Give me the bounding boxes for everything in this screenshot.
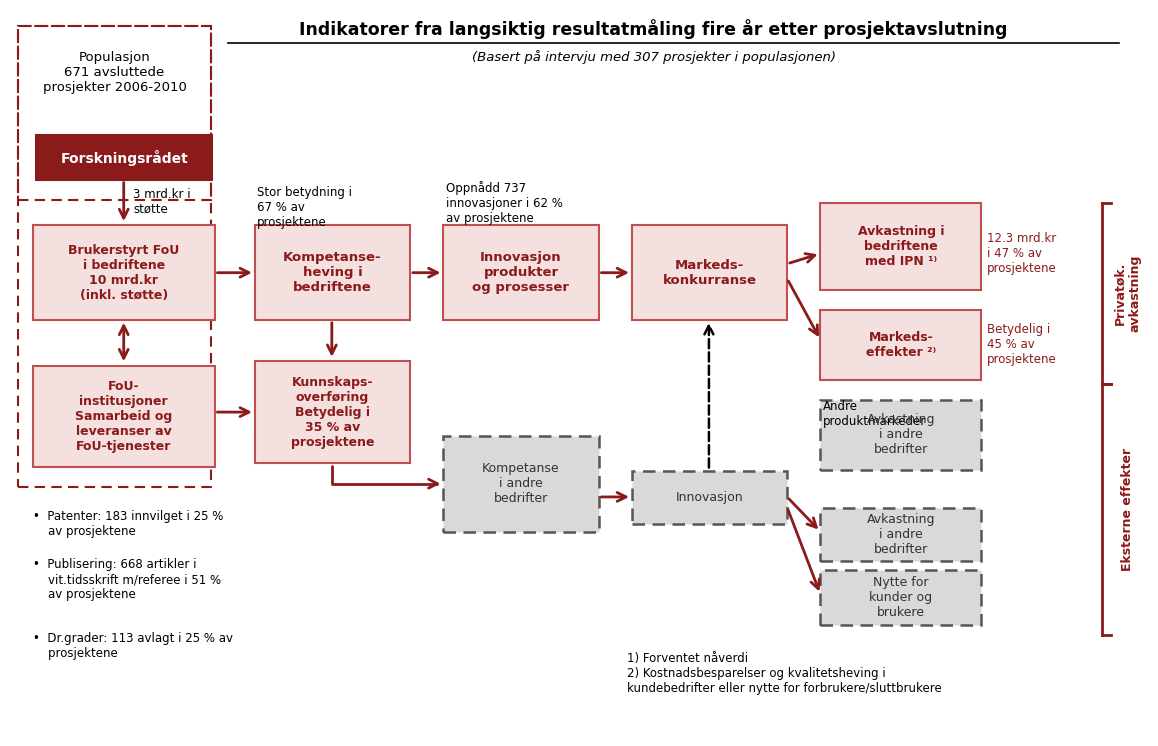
Text: Avkastning i
bedriftene
med IPN ¹⁾: Avkastning i bedriftene med IPN ¹⁾ [858, 225, 944, 269]
FancyBboxPatch shape [820, 508, 981, 561]
Text: Avkastning
i andre
bedrifter: Avkastning i andre bedrifter [866, 413, 936, 457]
Text: •  Dr.grader: 113 avlagt i 25 % av
    prosjektene: • Dr.grader: 113 avlagt i 25 % av prosje… [32, 632, 233, 660]
FancyBboxPatch shape [36, 136, 212, 180]
FancyBboxPatch shape [820, 570, 981, 625]
Text: 12.3 mrd.kr
i 47 % av
prosjektene: 12.3 mrd.kr i 47 % av prosjektene [987, 232, 1057, 275]
Text: Kompetanse
i andre
bedrifter: Kompetanse i andre bedrifter [482, 463, 559, 505]
Text: Kunnskaps-
overføring
Betydelig i
35 % av
prosjektene: Kunnskaps- overføring Betydelig i 35 % a… [291, 375, 374, 448]
Text: Stor betydning i
67 % av
prosjektene: Stor betydning i 67 % av prosjektene [257, 186, 352, 228]
Text: Innovasjon
produkter
og prosesser: Innovasjon produkter og prosesser [472, 251, 570, 294]
Text: Eksterne effekter: Eksterne effekter [1121, 448, 1134, 571]
Text: Indikatorer fra langsiktig resultatmåling fire år etter prosjektavslutning: Indikatorer fra langsiktig resultatmålin… [300, 19, 1007, 39]
Text: Avkastning
i andre
bedrifter: Avkastning i andre bedrifter [866, 513, 936, 556]
Text: •  Publisering: 668 artikler i
    vit.tidsskrift m/referee i 51 %
    av prosje: • Publisering: 668 artikler i vit.tidssk… [32, 558, 221, 601]
FancyBboxPatch shape [632, 471, 787, 524]
Text: (Basert på intervju med 307 prosjekter i populasjonen): (Basert på intervju med 307 prosjekter i… [471, 50, 836, 64]
Text: 3 mrd.kr i
støtte: 3 mrd.kr i støtte [133, 188, 191, 216]
Text: Markeds-
effekter ²⁾: Markeds- effekter ²⁾ [866, 331, 936, 360]
Text: Betydelig i
45 % av
prosjektene: Betydelig i 45 % av prosjektene [987, 324, 1057, 366]
FancyBboxPatch shape [820, 204, 981, 290]
Text: Nytte for
kunder og
brukere: Nytte for kunder og brukere [870, 576, 932, 619]
Text: FoU-
institusjoner
Samarbeid og
leveranser av
FoU-tjenester: FoU- institusjoner Samarbeid og leverans… [75, 380, 173, 453]
Text: Forskningsrådet: Forskningsrådet [60, 150, 189, 166]
FancyBboxPatch shape [255, 225, 410, 320]
Text: Kompetanse-
heving i
bedriftene: Kompetanse- heving i bedriftene [283, 251, 382, 294]
FancyBboxPatch shape [32, 225, 214, 320]
FancyBboxPatch shape [32, 366, 214, 468]
FancyBboxPatch shape [444, 225, 599, 320]
Text: Markeds-
konkurranse: Markeds- konkurranse [662, 259, 756, 286]
Text: Oppnådd 737
innovasjoner i 62 %
av prosjektene: Oppnådd 737 innovasjoner i 62 % av prosj… [446, 181, 563, 225]
FancyBboxPatch shape [820, 310, 981, 380]
Text: Innovasjon: Innovasjon [675, 491, 743, 504]
Text: Brukerstyrt FoU
i bedriftene
10 mrd.kr
(inkl. støtte): Brukerstyrt FoU i bedriftene 10 mrd.kr (… [68, 244, 179, 301]
FancyBboxPatch shape [444, 436, 599, 532]
Text: 1) Forventet nåverdi
2) Kostnadsbesparelser og kvalitetsheving i
kundebedrifter : 1) Forventet nåverdi 2) Kostnadsbesparel… [628, 653, 943, 695]
FancyBboxPatch shape [255, 361, 410, 463]
FancyBboxPatch shape [19, 26, 211, 200]
Text: •  Patenter: 183 innvilget i 25 %
    av prosjektene: • Patenter: 183 innvilget i 25 % av pros… [32, 510, 223, 538]
Text: Populasjon
671 avsluttede
prosjekter 2006-2010: Populasjon 671 avsluttede prosjekter 200… [43, 51, 186, 93]
FancyBboxPatch shape [820, 400, 981, 471]
Text: Privatøk.
avkastning: Privatøk. avkastning [1113, 255, 1142, 333]
Text: Andre
produktmarkeder: Andre produktmarkeder [822, 400, 926, 427]
FancyBboxPatch shape [632, 225, 787, 320]
